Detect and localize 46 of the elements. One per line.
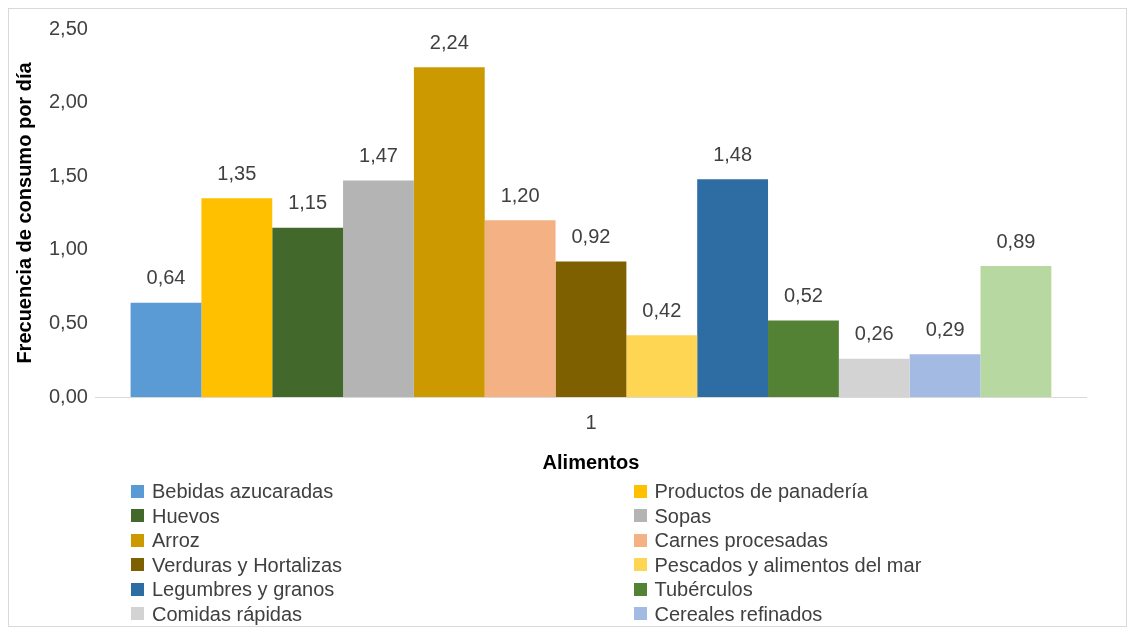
legend-label: Legumbres y granos (152, 577, 335, 602)
data-label: 1,47 (359, 144, 398, 167)
y-tick-label: 2,00 (48, 90, 88, 113)
bar (272, 227, 344, 397)
bar (555, 261, 627, 397)
bar (130, 302, 202, 397)
bar (201, 198, 273, 397)
y-tick-label: 2,50 (48, 16, 88, 39)
legend-label: Huevos (152, 503, 220, 528)
legend-label: Carnes procesadas (654, 528, 828, 553)
bar (413, 67, 485, 397)
legend-label: Arroz (152, 528, 200, 553)
x-tick-label: 1 (585, 410, 597, 433)
bar (980, 265, 1052, 397)
data-label: 0,89 (996, 229, 1036, 252)
legend-label: Cereales refinados (654, 601, 823, 626)
bar (697, 179, 769, 397)
data-label: 0,29 (925, 317, 965, 340)
bar (484, 220, 556, 397)
data-label: 0,26 (854, 322, 894, 345)
legend-label: Tubérculos (654, 577, 753, 602)
data-label: 2,24 (429, 30, 469, 53)
y-tick-label: 0,00 (48, 384, 88, 407)
bar (343, 180, 414, 397)
bar (768, 320, 839, 397)
y-axis-title: Frecuencia de consumo por día (12, 61, 35, 364)
y-tick-label: 0,50 (48, 310, 88, 333)
legend-label: Productos de panadería (654, 479, 868, 504)
legend-label: Verduras y Hortalizas (152, 552, 343, 577)
legend-label: Bebidas azucaradas (152, 479, 334, 504)
data-label: 1,15 (288, 191, 328, 214)
bar (626, 335, 698, 397)
legend-label: Sopas (654, 503, 712, 528)
data-label: 0,92 (571, 225, 611, 248)
y-tick-label: 1,00 (48, 237, 88, 260)
data-label: 1,20 (500, 183, 540, 206)
y-tick-label: 1,50 (48, 163, 88, 186)
data-label: 1,48 (713, 142, 753, 165)
data-label: 0,64 (146, 266, 186, 289)
data-label: 0,52 (783, 283, 823, 306)
data-label: 1,35 (217, 161, 257, 184)
data-label: 0,42 (642, 298, 682, 321)
legend-label: Comidas rápidas (152, 601, 303, 626)
x-axis-title: Alimentos (542, 450, 640, 473)
bar (909, 354, 981, 397)
legend-label: Pescados y alimentos del mar (654, 552, 922, 577)
